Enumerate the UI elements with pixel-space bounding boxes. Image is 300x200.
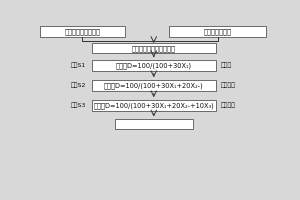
Bar: [169, 26, 266, 37]
Bar: [92, 80, 216, 91]
Text: 干混、真空、加热、摇拌: 干混、真空、加热、摇拌: [132, 45, 176, 52]
Text: 步骤S1: 步骤S1: [71, 63, 86, 68]
Text: 步骤S2: 步骤S2: [71, 83, 86, 88]
Text: 固含量D=100/(100+30X₁+20X₂-): 固含量D=100/(100+30X₁+20X₂-): [104, 82, 204, 89]
Text: 步骤S3: 步骤S3: [71, 103, 86, 108]
Text: 调节粘度: 调节粘度: [221, 103, 236, 108]
Bar: [92, 43, 216, 53]
Text: 升华硫、载硫碳材料: 升华硫、载硫碳材料: [64, 28, 100, 35]
Text: 高速分散: 高速分散: [221, 83, 236, 88]
Bar: [115, 119, 193, 129]
Bar: [92, 100, 216, 111]
Text: 固含量D=100/(100+30X₁): 固含量D=100/(100+30X₁): [116, 62, 192, 69]
Text: 粘结剂、导电剂: 粘结剂、导电剂: [204, 28, 232, 35]
Bar: [40, 26, 125, 37]
Text: 固含量D=100/(100+30X₁+20X₂-+10X₃): 固含量D=100/(100+30X₁+20X₂-+10X₃): [93, 102, 214, 109]
Bar: [92, 60, 216, 71]
Text: 高粘捥: 高粘捥: [221, 63, 232, 68]
